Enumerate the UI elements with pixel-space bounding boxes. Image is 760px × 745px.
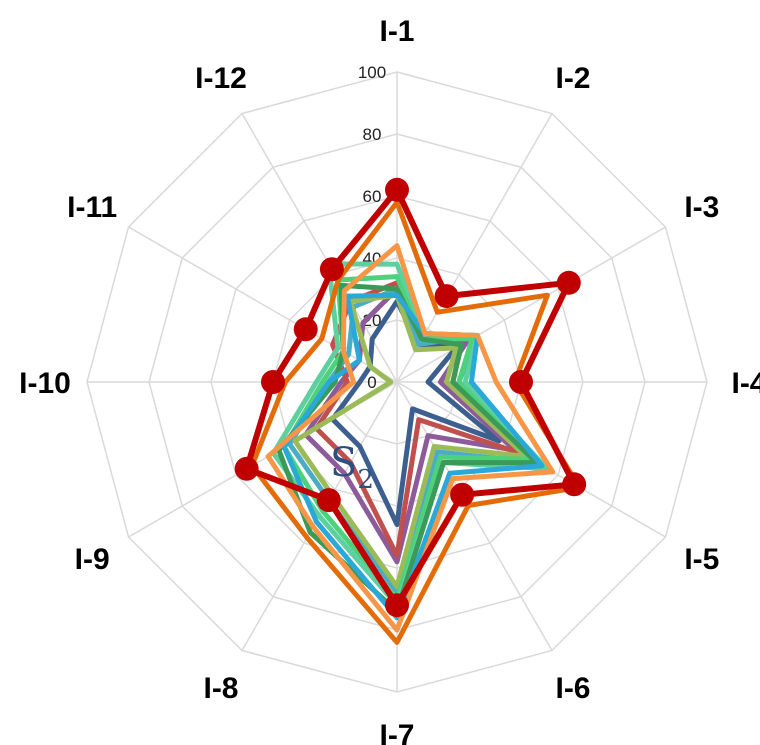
data-point [234,456,259,481]
axis-label: I-12 [195,62,247,95]
data-point [509,370,533,394]
data-point [316,488,341,513]
data-point [434,284,459,309]
tick-label: 80 [363,125,382,144]
tick-label: 60 [363,187,382,206]
series-line [265,243,556,633]
series-line [249,199,583,645]
panel-label: S2 [330,440,374,495]
data-point [556,270,581,295]
axis-label: I-2 [555,62,590,95]
axis-label: I-6 [555,672,590,705]
grid-spoke [396,226,666,383]
series-line [292,292,529,590]
data-point [319,257,344,282]
data-point [293,317,318,342]
data-point [450,482,475,507]
axis-label: I-4 [731,367,760,400]
grid-spoke [128,226,398,383]
data-point [385,593,409,618]
axis-label: I-7 [379,719,414,745]
tick-label: 100 [358,63,386,82]
axis-label: I-8 [203,672,238,705]
axis-labels: I-1 I-2 I-3 I-4 I-5 I-6 I-7 I-8 I-9 I-10 I-11 I-12 [19,15,760,745]
axis-label: I-11 [67,191,117,224]
axis-label: I-5 [684,543,719,576]
axis-label: I-9 [75,543,110,576]
data-point [261,370,285,394]
radar-series [243,186,583,645]
axis-label: I-3 [684,191,719,224]
radar-markers [234,177,587,618]
data-point [562,472,587,497]
axis-label: I-10 [19,367,71,400]
grid-spoke [396,381,553,651]
data-point [385,177,409,202]
axis-label: I-1 [379,15,414,48]
tick-label: 0 [367,373,376,392]
